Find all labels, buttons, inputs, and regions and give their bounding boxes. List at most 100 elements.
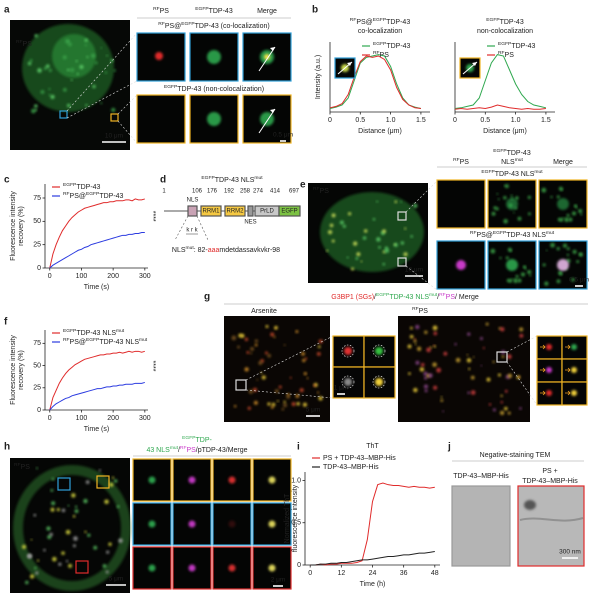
x-tick-label: 0.5 [355,117,365,124]
spot [244,367,249,372]
spot [67,504,70,507]
text-part: EGFP [373,41,386,47]
spot [497,373,501,377]
cell [320,192,424,272]
spot [346,256,349,259]
y-tick-label: 0 [297,562,301,569]
row-title: RFPS@EGFPTDP-43 (co-localization) [158,21,269,30]
text-part: mut [139,337,148,343]
panel-label: g [204,292,210,303]
spot [426,347,431,353]
roi [59,110,68,119]
spot [85,104,88,107]
spot [503,218,508,224]
spot [499,410,505,416]
spot [528,212,531,216]
spot [246,351,250,354]
spot [283,403,287,408]
column-header: Merge [257,8,277,15]
spot [529,274,532,277]
spot [318,396,323,401]
roi [397,211,407,221]
scale-label: 10 μm [405,267,423,274]
series-line [49,198,145,269]
spot [283,400,286,404]
arrow-head [270,47,275,51]
spot [207,112,221,126]
spot [247,406,251,410]
spot [313,384,316,387]
mutation-sequence: NLSmut: 82-aaamdetdassavkvkr-98 [172,245,280,254]
panel-title: Negative-staining TEM [480,452,551,459]
image [224,316,330,422]
spot [504,184,506,187]
spot [456,260,466,270]
spot [100,102,103,105]
spot [50,489,54,492]
y-axis-label: Fluorescence intensity [10,191,17,261]
spot [344,378,352,386]
roi [397,257,407,267]
spot [30,538,33,541]
chart-title: RFPS@EGFPTDP-43 [350,17,411,26]
guide-line [245,335,334,381]
x-tick-label: 0 [328,117,332,124]
guide-line [117,120,138,144]
spot [492,360,495,364]
arrow [258,46,276,72]
condition-label: Arsenite [251,308,277,315]
spot [443,351,448,356]
x-tick-label: 1.0 [386,117,396,124]
series-line [49,350,145,411]
spot [94,61,98,65]
series-line [329,54,422,109]
text-part: TDP-43 NLS [495,171,535,178]
spot [58,562,62,566]
spot [557,198,569,210]
text-part: TDP- [195,437,212,444]
text-part: EGFP [376,292,389,298]
spot [207,50,221,64]
spot [505,256,509,260]
legend-label: PS + TDP-43–MBP-His [323,455,396,462]
spot [571,344,577,350]
series-line [310,482,435,566]
text-part: aaa [208,247,220,254]
spot [503,195,507,200]
spot [108,542,112,546]
spot [541,187,547,193]
arrow-mark [565,390,571,396]
text-part: TDP-43 [511,43,535,50]
spot [562,217,565,220]
x-tick-label: 1.5 [541,117,551,124]
significance: **** [149,211,156,222]
spot [252,387,258,392]
panel-label: j [447,442,451,453]
spot [510,194,513,197]
x-tick-label: 0 [48,415,52,422]
text-part: NLS [501,159,515,166]
spot [578,252,583,257]
text-part: mut [429,292,438,298]
scale-label: 0.5 μm [273,132,293,139]
spot [268,520,276,528]
spot [415,360,420,365]
text-part: PS [446,294,456,301]
spot [504,389,508,393]
spot [562,243,568,248]
spot [258,361,263,365]
column-header: RFPS [153,6,169,15]
text-part: EGFP [63,182,76,188]
text-part: EGFP [486,17,499,23]
text-part: RF [313,186,320,192]
spot [519,333,524,338]
text-part: / [178,447,180,454]
spot [188,564,196,572]
text-part: RF [63,191,70,197]
image-label: RFPS [16,39,32,48]
cell [13,465,131,591]
y-axis-label: Normalized ThT [284,493,291,543]
spot [256,378,259,381]
guide-line [506,335,538,353]
arrow-head [347,62,352,66]
